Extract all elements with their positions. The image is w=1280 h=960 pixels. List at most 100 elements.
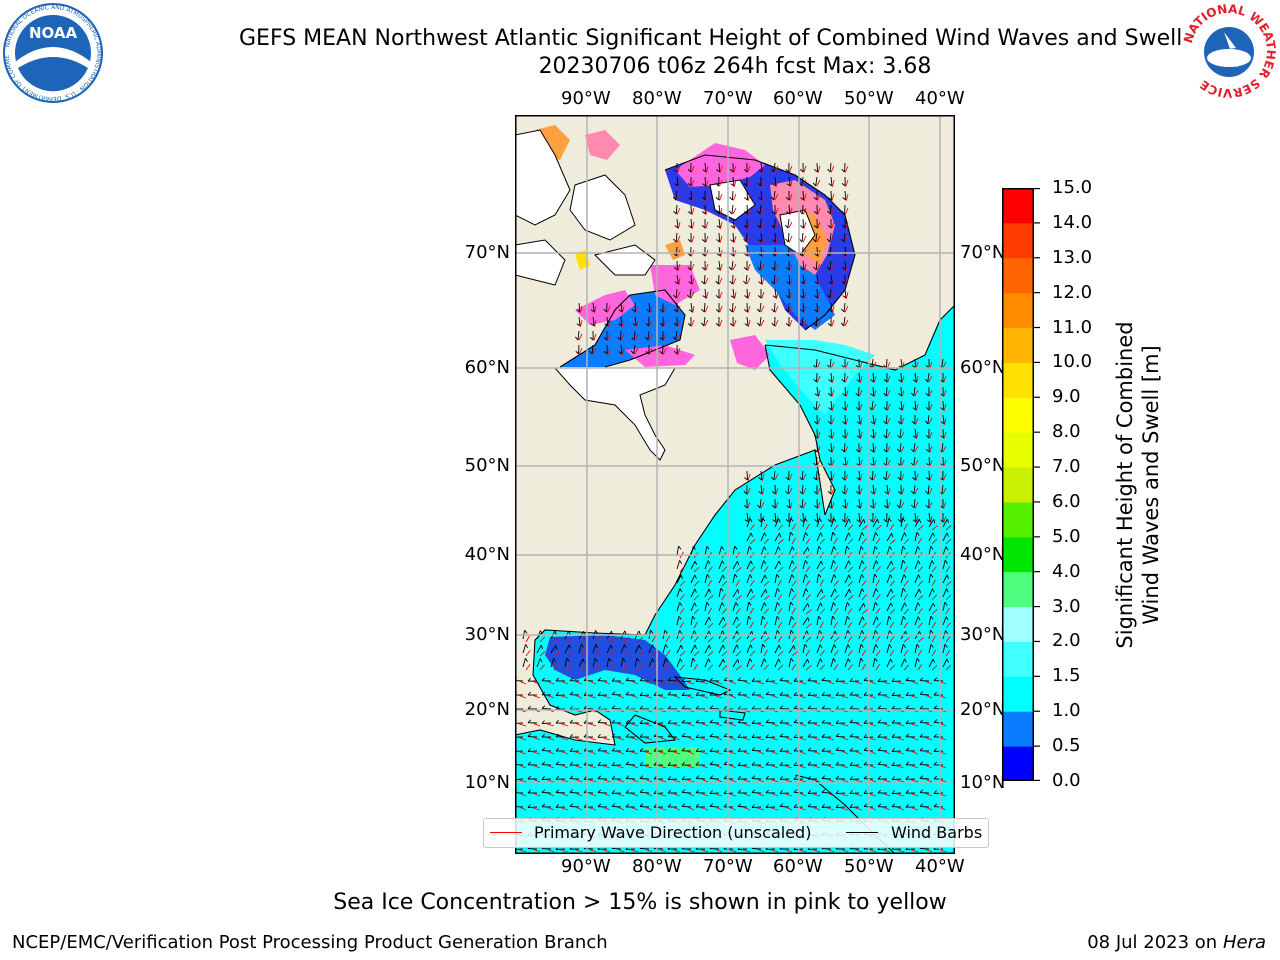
wave-direction-arrow xyxy=(659,736,667,741)
wind-barb xyxy=(704,560,709,570)
wave-direction-arrow xyxy=(533,779,541,783)
wind-barb-flag xyxy=(856,519,861,523)
wind-barb-flag xyxy=(706,574,710,578)
wind-barb xyxy=(690,560,696,570)
wind-barb-flag xyxy=(933,761,938,766)
wind-barb-flag xyxy=(569,789,574,793)
wind-barb xyxy=(527,750,538,753)
wave-direction-arrow xyxy=(869,723,877,727)
lon-label-top-80w: 80°W xyxy=(632,88,682,109)
wind-barb xyxy=(844,574,850,584)
wind-barb-flag xyxy=(917,574,921,579)
wave-direction-arrow xyxy=(561,681,569,685)
wind-barb xyxy=(634,316,637,326)
wave-direction-arrow xyxy=(915,515,919,523)
wind-barb-flag xyxy=(639,803,644,807)
wave-direction-arrow xyxy=(785,695,793,699)
wave-direction-arrow xyxy=(553,664,559,671)
wave-direction-arrow xyxy=(831,375,835,383)
wind-barb-flag xyxy=(687,182,692,187)
wave-direction-arrow xyxy=(701,722,709,727)
wind-barb xyxy=(913,386,916,396)
wind-barb-flag xyxy=(905,720,909,724)
wave-direction-arrow xyxy=(721,566,727,573)
wind-barb-flag xyxy=(611,762,615,766)
wind-barb-flag xyxy=(807,761,812,766)
wind-barb-flag xyxy=(827,323,832,327)
wave-direction-arrow xyxy=(930,515,933,523)
wind-barb xyxy=(676,218,679,228)
wind-barb xyxy=(718,274,720,285)
wave-direction-arrow xyxy=(943,501,947,509)
colorbar-tick-label: 7.0 xyxy=(1052,456,1081,478)
wind-barb xyxy=(709,778,720,780)
wind-barb-flag xyxy=(855,491,860,495)
wave-direction-arrow xyxy=(691,319,695,327)
wave-direction-arrow xyxy=(673,751,681,755)
wind-barb xyxy=(816,518,820,528)
wind-barb xyxy=(760,589,766,598)
wind-barb xyxy=(821,791,832,794)
wind-barb xyxy=(858,603,864,612)
wave-direction-arrow xyxy=(816,179,821,187)
wind-barb-flag xyxy=(631,309,636,313)
wind-barb-flag xyxy=(926,519,931,523)
wave-direction-arrow xyxy=(719,165,723,173)
wind-barb xyxy=(942,518,948,528)
wind-barb-flag xyxy=(841,435,846,439)
wave-direction-arrow xyxy=(533,848,541,853)
wave-direction-arrow xyxy=(855,807,863,811)
wind-barb-flag xyxy=(791,546,795,551)
wave-direction-arrow xyxy=(603,695,611,699)
wind-barb-flag xyxy=(625,775,630,779)
wind-barb-flag xyxy=(708,630,711,635)
wave-direction-arrow xyxy=(567,663,573,671)
wind-barb-flag xyxy=(814,519,818,523)
wind-barb-flag xyxy=(595,644,599,649)
wind-barb xyxy=(844,602,848,612)
wind-barb xyxy=(914,532,918,542)
wind-barb-flag xyxy=(721,560,725,565)
wind-barb-flag xyxy=(625,803,630,808)
wind-barb xyxy=(843,442,846,453)
wave-direction-arrow xyxy=(805,538,811,545)
wind-barb-flag xyxy=(764,574,767,579)
wind-barb-flag xyxy=(597,692,601,696)
lat-label-right-20n: 20°N xyxy=(960,699,1006,720)
wind-barb-flag xyxy=(687,168,692,173)
wind-barb-flag xyxy=(763,546,767,551)
wave-direction-arrow xyxy=(827,764,835,769)
wind-barb-flag xyxy=(695,761,700,766)
wind-barb xyxy=(709,764,720,766)
wind-barb xyxy=(737,764,748,767)
wave-direction-arrow xyxy=(791,537,796,545)
wind-barb xyxy=(829,288,832,299)
colorbar-segment xyxy=(1002,467,1034,503)
wind-barb xyxy=(788,560,793,570)
wind-barb xyxy=(676,574,682,584)
wind-barb xyxy=(829,246,832,256)
wind-barb-flag xyxy=(771,266,776,271)
wind-barb xyxy=(914,588,920,598)
wave-direction-arrow xyxy=(827,807,835,811)
wind-barb xyxy=(704,658,709,668)
wave-direction-arrow xyxy=(749,594,756,601)
wave-direction-arrow xyxy=(917,649,923,657)
wind-barb-flag xyxy=(737,775,741,780)
wind-barb-flag xyxy=(883,518,887,523)
wind-barb xyxy=(773,190,776,200)
wind-barb xyxy=(681,735,692,738)
wind-barb-flag xyxy=(946,574,950,579)
wave-direction-arrow xyxy=(817,431,821,439)
wave-direction-arrow xyxy=(897,793,905,797)
wind-barb-flag xyxy=(527,789,532,794)
wave-direction-arrow xyxy=(844,207,849,215)
wind-barb-flag xyxy=(916,658,920,662)
wave-direction-arrow xyxy=(533,736,541,741)
wind-barb-flag xyxy=(821,705,826,710)
wind-barb-flag xyxy=(667,691,672,696)
wind-barb-flag xyxy=(884,505,888,509)
wind-barb xyxy=(942,588,947,598)
wind-barb-flag xyxy=(814,253,818,257)
wind-barb xyxy=(872,484,875,494)
